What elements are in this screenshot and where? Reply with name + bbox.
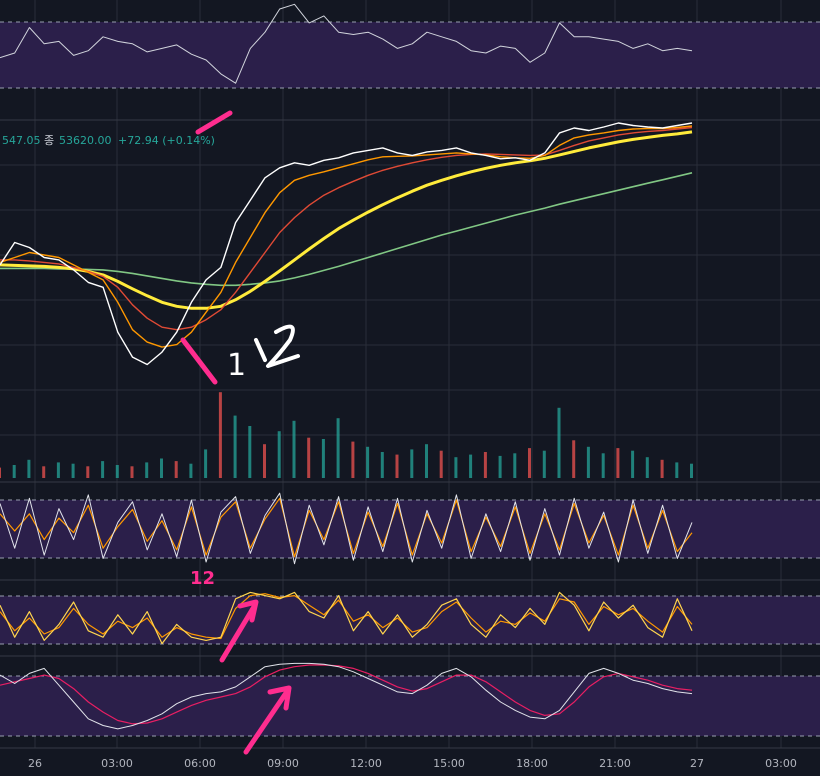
volume-bar xyxy=(572,440,576,478)
time-axis-label: 27 xyxy=(690,757,704,770)
price-line xyxy=(0,122,693,366)
volume-bar xyxy=(0,467,1,478)
volume-bar xyxy=(469,454,473,478)
volume-bar xyxy=(12,465,16,478)
oscillator-1-main-line xyxy=(0,492,693,565)
time-axis-label: 06:00 xyxy=(184,757,216,770)
time-axis-label: 15:00 xyxy=(433,757,465,770)
oscillator-pane-3[interactable] xyxy=(0,662,820,737)
volume-bar xyxy=(690,463,693,478)
volume-bar xyxy=(513,453,517,478)
annotation-mark-top xyxy=(195,110,233,135)
oscillator-1-lines xyxy=(0,492,693,565)
annotation-sub-label: 12 xyxy=(190,568,215,589)
volume-bar xyxy=(42,466,46,478)
volume-bar xyxy=(307,437,311,478)
oscillator-3-lines xyxy=(0,662,693,730)
volume-bar xyxy=(616,448,620,478)
oscillator-2-signal-line xyxy=(0,593,693,640)
volume-bar xyxy=(542,450,546,478)
ma-orange-line xyxy=(0,125,693,348)
volume-bar xyxy=(145,462,149,478)
volume-bar xyxy=(395,454,399,478)
top-oscillator-band xyxy=(0,22,820,88)
annotation-arrow-1 xyxy=(219,599,259,663)
volume-bar xyxy=(366,446,370,478)
volume-bar xyxy=(410,449,414,478)
top-oscillator-pane[interactable] xyxy=(0,3,820,121)
ma-yellow-line xyxy=(0,130,693,310)
oscillator-pane-1[interactable] xyxy=(0,492,820,565)
volume-bar xyxy=(248,426,252,478)
volume-bar xyxy=(601,453,605,478)
volume-bar xyxy=(660,459,664,478)
time-axis-label: 03:00 xyxy=(765,757,797,770)
oscillator-2-main-line xyxy=(0,591,693,645)
oscillator-3-band xyxy=(0,676,820,736)
volume-bar xyxy=(425,444,428,478)
volume-bar xyxy=(586,446,590,478)
top-oscillator-line xyxy=(0,3,693,84)
oscillator-3-main-line xyxy=(0,662,693,730)
ma-green-line xyxy=(0,172,693,287)
volume-bar xyxy=(263,444,266,478)
legend-prefix: 547.05 xyxy=(2,134,41,147)
oscillator-1-band xyxy=(0,500,820,558)
volume-bar xyxy=(27,459,31,478)
legend-change: +72.94 (+0.14%) xyxy=(118,134,215,147)
volume-bar xyxy=(631,450,635,478)
time-axis-label: 18:00 xyxy=(516,757,548,770)
volume-bar xyxy=(292,420,296,478)
time-axis-label: 26 xyxy=(28,757,42,770)
time-axis-label: 03:00 xyxy=(101,757,133,770)
legend-close-value: 53620.00 xyxy=(59,134,112,147)
volume-bar xyxy=(645,457,649,478)
volume-bars xyxy=(0,392,693,478)
annotation-label-1: 1 xyxy=(227,348,246,383)
ma-red-line xyxy=(0,126,693,331)
volume-bar xyxy=(174,461,178,478)
annotation-arrow-2 xyxy=(243,685,292,755)
volume-bar xyxy=(71,463,75,478)
volume-bar xyxy=(336,418,340,478)
volume-bar xyxy=(351,441,355,478)
annotation-label-2 xyxy=(266,324,300,368)
time-axis-label: 12:00 xyxy=(350,757,382,770)
volume-bar xyxy=(204,449,208,478)
volume-bar xyxy=(483,452,487,478)
volume-bar xyxy=(380,452,384,478)
volume-bar xyxy=(439,450,443,478)
volume-bar xyxy=(557,407,561,478)
volume-bar xyxy=(218,392,222,478)
volume-bar xyxy=(498,455,502,478)
volume-bar xyxy=(528,448,531,478)
volume-bar xyxy=(277,431,281,478)
annotation-mark-price xyxy=(180,337,218,385)
volume-bar xyxy=(56,462,60,478)
time-axis-label: 09:00 xyxy=(267,757,299,770)
volume-bar xyxy=(101,461,105,478)
time-axis-label: 21:00 xyxy=(599,757,631,770)
oscillator-2-lines xyxy=(0,591,693,645)
volume-bar xyxy=(321,439,325,478)
volume-bar xyxy=(675,462,679,478)
oscillator-2-band xyxy=(0,596,820,644)
volume-bar xyxy=(233,415,237,478)
annotations: 1 12 xyxy=(180,110,300,755)
volume-bar xyxy=(189,463,193,478)
volume-bar xyxy=(160,458,163,478)
top-oscillator-lines xyxy=(0,3,693,84)
oscillator-3-signal-line xyxy=(0,664,693,725)
oscillator-pane-2[interactable] xyxy=(0,591,820,645)
volume-bar xyxy=(86,466,90,478)
volume-bar xyxy=(130,466,134,478)
legend-close-label: 종 xyxy=(44,134,54,147)
volume-bar xyxy=(454,457,458,478)
volume-bar xyxy=(115,465,119,478)
price-pane[interactable] xyxy=(0,122,693,366)
time-axis[interactable]: 26 03:00 06:00 09:00 12:00 15:00 18:00 21:00 27 0… xyxy=(28,757,797,770)
annotation-stroke-1 xyxy=(254,338,267,362)
